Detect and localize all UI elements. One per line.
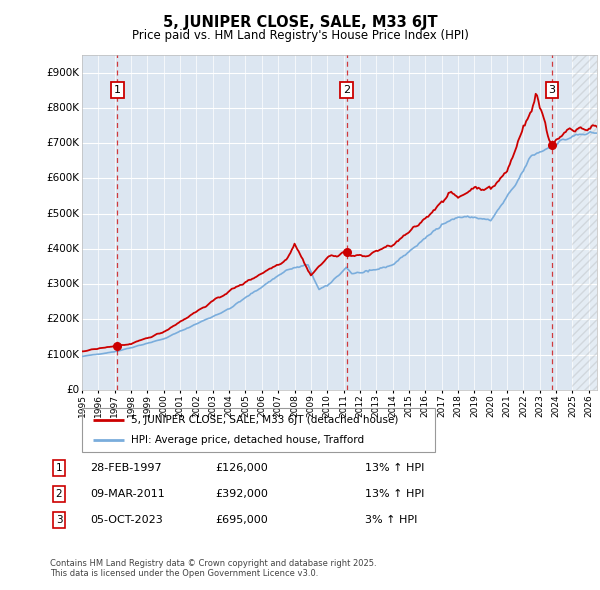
Text: £400K: £400K	[46, 244, 79, 254]
Text: 09-MAR-2011: 09-MAR-2011	[90, 489, 165, 499]
Text: £900K: £900K	[46, 68, 79, 78]
Text: £392,000: £392,000	[215, 489, 268, 499]
Text: 28-FEB-1997: 28-FEB-1997	[90, 463, 161, 473]
Text: 3% ↑ HPI: 3% ↑ HPI	[365, 515, 418, 525]
Text: £700K: £700K	[46, 138, 79, 148]
Text: £800K: £800K	[46, 103, 79, 113]
Text: £600K: £600K	[46, 173, 79, 183]
Text: £100K: £100K	[46, 350, 79, 360]
Text: £0: £0	[66, 385, 79, 395]
Text: £500K: £500K	[46, 209, 79, 219]
Text: 13% ↑ HPI: 13% ↑ HPI	[365, 489, 424, 499]
Text: 2: 2	[56, 489, 62, 499]
Text: £695,000: £695,000	[215, 515, 268, 525]
Text: 2: 2	[343, 85, 350, 95]
Text: £200K: £200K	[46, 314, 79, 325]
Text: 1: 1	[56, 463, 62, 473]
Text: £300K: £300K	[46, 279, 79, 289]
Text: HPI: Average price, detached house, Trafford: HPI: Average price, detached house, Traf…	[131, 435, 365, 445]
Text: 13% ↑ HPI: 13% ↑ HPI	[365, 463, 424, 473]
Text: Contains HM Land Registry data © Crown copyright and database right 2025.
This d: Contains HM Land Registry data © Crown c…	[50, 559, 377, 578]
Text: Price paid vs. HM Land Registry's House Price Index (HPI): Price paid vs. HM Land Registry's House …	[131, 30, 469, 42]
Text: 5, JUNIPER CLOSE, SALE, M33 6JT (detached house): 5, JUNIPER CLOSE, SALE, M33 6JT (detache…	[131, 415, 399, 425]
Text: 1: 1	[114, 85, 121, 95]
Bar	[572, 55, 597, 390]
Text: 3: 3	[548, 85, 556, 95]
Text: 3: 3	[56, 515, 62, 525]
Text: 05-OCT-2023: 05-OCT-2023	[90, 515, 163, 525]
Text: 5, JUNIPER CLOSE, SALE, M33 6JT: 5, JUNIPER CLOSE, SALE, M33 6JT	[163, 15, 437, 30]
Text: £126,000: £126,000	[215, 463, 268, 473]
